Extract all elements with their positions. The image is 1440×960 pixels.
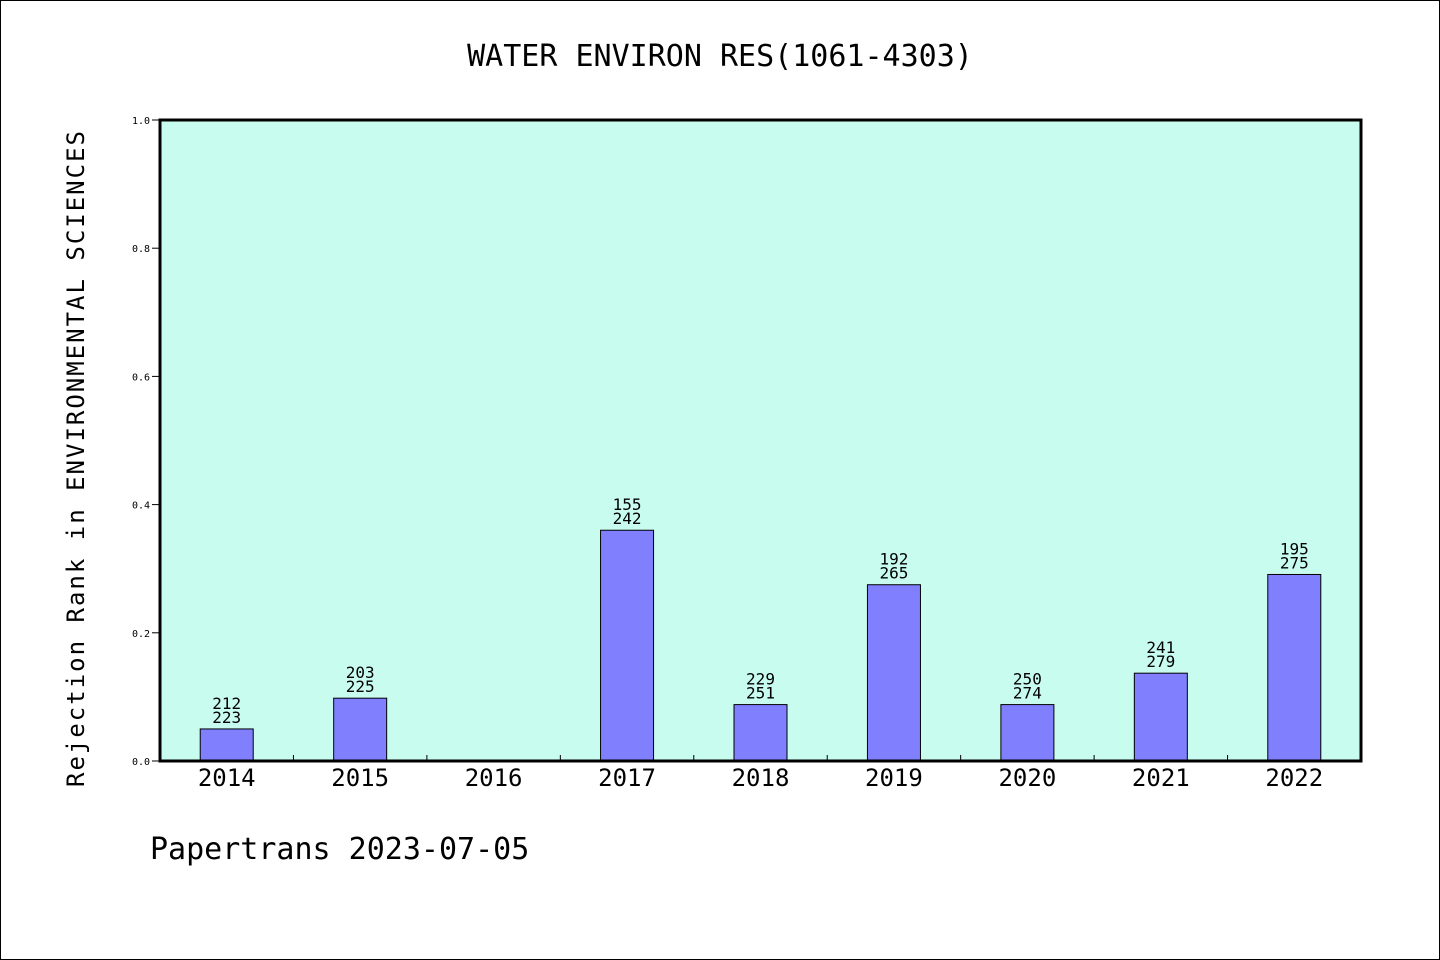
bar-2021 xyxy=(1133,672,1188,762)
plot-area xyxy=(160,120,1361,761)
y-tick-label: 0.8 xyxy=(132,244,150,255)
bar-2020 xyxy=(1000,704,1055,762)
x-tick-label-2018: 2018 xyxy=(732,764,790,792)
footer-credit: Papertrans 2023-07-05 xyxy=(150,832,530,867)
x-tick-label-2022: 2022 xyxy=(1265,764,1323,792)
bar-2017 xyxy=(600,529,655,762)
x-tick-label-2016: 2016 xyxy=(465,764,523,792)
bar-2018 xyxy=(733,704,788,762)
plot-border xyxy=(158,118,1363,763)
data-label-bottom-2020: 274 xyxy=(1013,684,1042,703)
data-label-top-2017: 155 xyxy=(613,495,642,514)
data-label-top-2015: 203 xyxy=(346,663,375,682)
y-tick-label: 0.6 xyxy=(132,372,150,383)
data-label-top-2018: 229 xyxy=(746,670,775,689)
x-tick-label-2015: 2015 xyxy=(331,764,389,792)
data-label-top-2019: 192 xyxy=(879,550,908,569)
bar-2014 xyxy=(199,728,254,762)
x-tick-label-2017: 2017 xyxy=(598,764,656,792)
chart-title: WATER ENVIRON RES(1061-4303) xyxy=(467,39,973,74)
x-tick-label-2014: 2014 xyxy=(198,764,256,792)
y-tick-label: 0.0 xyxy=(132,757,150,768)
data-label-top-2014: 212 xyxy=(212,694,241,713)
y-tick-label: 1.0 xyxy=(132,116,150,127)
x-axis: 2014 2015 2016 2017 2018 2019 2020 2021 2022 xyxy=(198,755,1323,792)
y-tick-label: 0.2 xyxy=(132,629,150,640)
bar-2015 xyxy=(333,697,388,762)
y-axis-label: Rejection Rank in ENVIRONMENTAL SCIENCES xyxy=(62,129,90,787)
bar-2022 xyxy=(1267,573,1322,762)
bars-group xyxy=(199,529,1322,762)
data-label-bottom-2015: 225 xyxy=(346,677,375,696)
data-label-bottom-2017: 242 xyxy=(613,509,642,528)
data-label-top-2020: 250 xyxy=(1013,670,1042,689)
data-label-top-2021: 241 xyxy=(1146,638,1175,657)
data-labels-group: 2122232032251552422292511922652502742412… xyxy=(212,495,1308,727)
data-label-bottom-2022: 275 xyxy=(1280,553,1309,572)
y-axis: 0.0 0.2 0.4 0.6 0.8 1.0 xyxy=(132,116,160,768)
data-label-bottom-2019: 265 xyxy=(879,564,908,583)
x-tick-label-2020: 2020 xyxy=(998,764,1056,792)
x-tick-label-2019: 2019 xyxy=(865,764,923,792)
data-label-top-2022: 195 xyxy=(1280,539,1309,558)
data-label-bottom-2018: 251 xyxy=(746,684,775,703)
x-tick-label-2021: 2021 xyxy=(1132,764,1190,792)
y-tick-label: 0.4 xyxy=(132,501,150,512)
data-label-bottom-2021: 279 xyxy=(1146,652,1175,671)
bar-2019 xyxy=(866,584,921,762)
data-label-bottom-2014: 223 xyxy=(212,708,241,727)
